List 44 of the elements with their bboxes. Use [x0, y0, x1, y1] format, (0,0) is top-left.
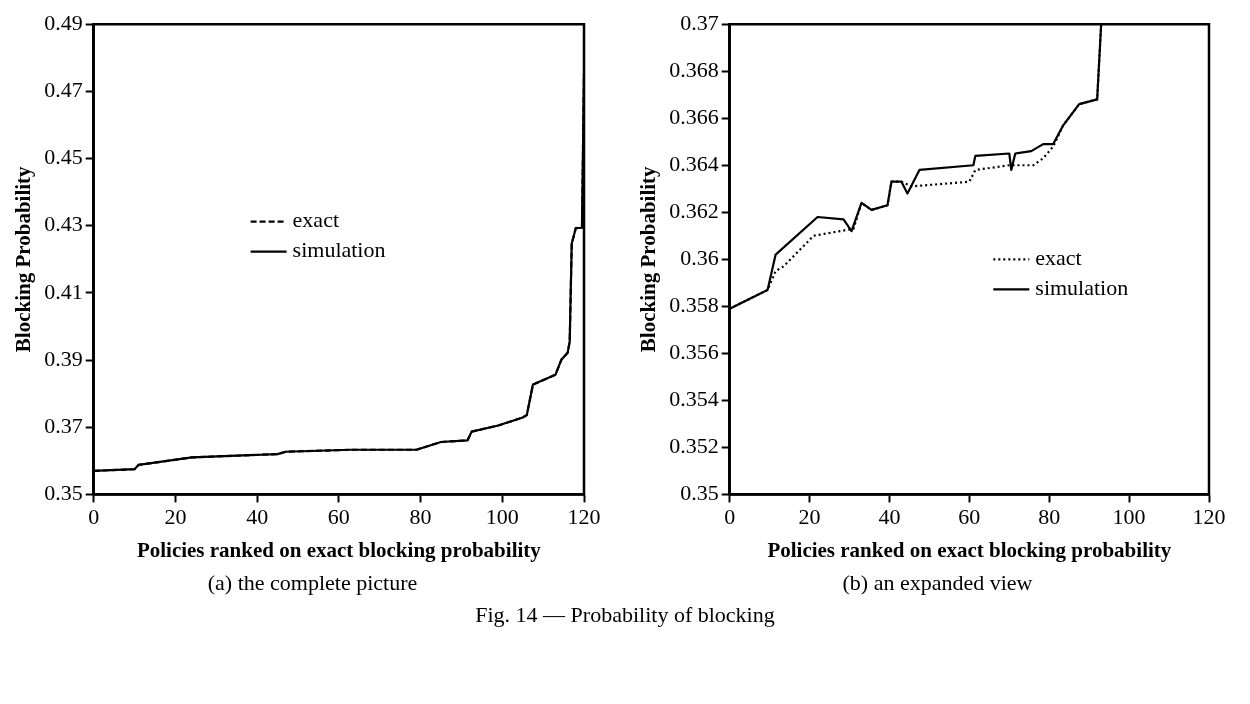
y-tick-label: 0.45 — [43, 144, 83, 170]
x-tick-label: 60 — [957, 504, 980, 530]
x-tick-label: 40 — [245, 504, 268, 530]
y-tick-label: 0.37 — [43, 413, 83, 439]
legend-label: exact — [1034, 245, 1082, 271]
caption: Fig. 14 — Probability of blocking — [474, 602, 776, 628]
y-tick-label: 0.366 — [668, 104, 719, 130]
y-tick-label: 0.354 — [668, 386, 719, 412]
x-tick-label: 100 — [485, 504, 519, 530]
y-tick-label: 0.39 — [43, 345, 83, 371]
x-tick-label: 60 — [327, 504, 350, 530]
y-tick-label: 0.41 — [43, 278, 83, 304]
x-tick-label: 0 — [87, 504, 99, 530]
x-axis-title: Policies ranked on exact blocking probability — [766, 537, 1172, 562]
x-axis-title: Policies ranked on exact blocking probability — [136, 537, 541, 562]
y-tick-label: 0.37 — [679, 9, 719, 35]
text: (a) the complete picture — [206, 570, 419, 596]
x-tick-label: 100 — [1112, 504, 1146, 530]
y-tick-label: 0.356 — [668, 339, 719, 365]
y-tick-label: 0.368 — [668, 57, 719, 82]
y-tick-label: 0.35 — [43, 480, 83, 506]
y-tick-label: 0.362 — [668, 198, 719, 224]
text: (b) an expanded view — [841, 570, 1034, 596]
x-tick-label: 80 — [1037, 504, 1060, 530]
y-axis-title: Blocking Probability — [635, 165, 660, 353]
x-tick-label: 20 — [163, 504, 186, 530]
legend-label: simulation — [1034, 275, 1128, 301]
x-tick-label: 40 — [877, 504, 900, 530]
y-tick-label: 0.49 — [43, 9, 83, 35]
y-tick-label: 0.364 — [668, 151, 719, 177]
y-tick-label: 0.47 — [43, 77, 83, 103]
x-tick-label: 0 — [723, 504, 735, 530]
y-tick-label: 0.35 — [679, 480, 719, 506]
legend-label: simulation — [292, 237, 385, 263]
y-tick-label: 0.358 — [668, 292, 719, 318]
x-tick-label: 20 — [798, 504, 821, 530]
y-tick-label: 0.36 — [679, 245, 719, 271]
x-tick-label: 80 — [409, 504, 432, 530]
y-tick-label: 0.43 — [43, 211, 83, 237]
legend-label: exact — [292, 207, 339, 233]
x-tick-label: 120 — [567, 504, 600, 530]
y-axis-title: Blocking Probability — [10, 165, 35, 353]
x-tick-label: 120 — [1192, 504, 1225, 530]
y-tick-label: 0.352 — [668, 433, 719, 459]
